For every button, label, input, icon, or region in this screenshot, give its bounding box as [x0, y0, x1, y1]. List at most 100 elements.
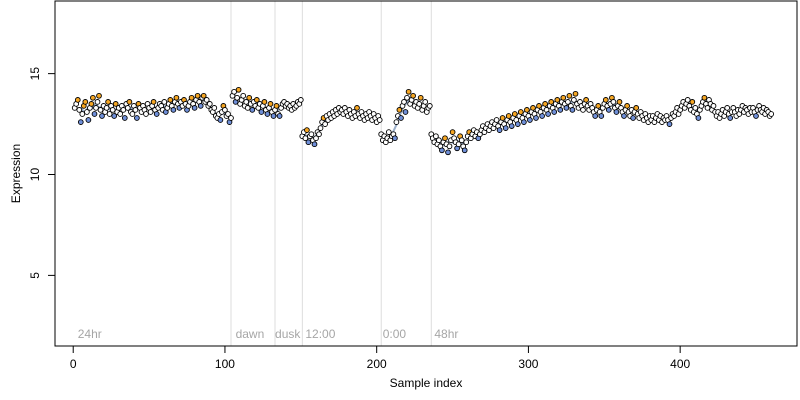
data-point — [580, 107, 586, 113]
data-point — [197, 103, 204, 109]
data-point — [273, 103, 280, 109]
data-point — [150, 99, 157, 105]
data-point — [147, 109, 154, 115]
data-point — [77, 119, 84, 125]
x-tick-label: 100 — [215, 357, 235, 371]
x-tick-label: 400 — [670, 357, 690, 371]
data-point — [316, 131, 322, 138]
data-point — [111, 113, 118, 119]
data-point — [527, 117, 533, 123]
data-point — [442, 135, 448, 142]
data-point — [376, 117, 383, 123]
data-point — [103, 105, 110, 111]
data-point — [173, 94, 180, 101]
data-point — [499, 115, 506, 121]
data-point — [167, 97, 174, 103]
x-tick-label: 0 — [70, 357, 77, 371]
data-points — [71, 86, 775, 156]
data-point — [222, 107, 228, 113]
data-point — [517, 109, 524, 115]
data-point — [203, 97, 210, 103]
data-point — [267, 101, 274, 107]
x-axis: 0 100 200 300 400 — [70, 345, 690, 371]
data-point — [235, 86, 242, 93]
data-point — [455, 141, 462, 148]
data-point — [598, 113, 605, 119]
data-point — [724, 105, 731, 111]
data-point — [426, 103, 433, 109]
data-point — [385, 129, 392, 135]
data-point — [514, 121, 521, 127]
annotation-label: dawn — [236, 327, 265, 341]
data-point — [666, 121, 673, 127]
data-point — [161, 99, 168, 105]
data-point — [548, 99, 555, 105]
data-point — [624, 103, 630, 109]
data-point — [557, 107, 564, 113]
data-point — [200, 92, 207, 99]
data-point — [117, 111, 124, 117]
data-point — [602, 97, 609, 103]
data-point — [554, 97, 561, 103]
data-point — [276, 113, 283, 119]
data-point — [433, 133, 439, 140]
data-point — [225, 111, 231, 117]
data-point — [354, 105, 360, 111]
y-axis-label: Expression — [9, 144, 23, 203]
data-point — [551, 109, 558, 115]
data-point — [583, 97, 589, 103]
data-point — [571, 97, 577, 103]
data-point — [243, 99, 250, 105]
data-point — [417, 94, 424, 101]
data-point — [90, 94, 96, 101]
data-point — [84, 109, 90, 115]
data-point — [521, 119, 527, 125]
annotation-label: 48hr — [434, 327, 458, 341]
x-tick-label: 200 — [367, 357, 387, 371]
data-point — [566, 92, 573, 99]
data-point — [508, 123, 515, 129]
data-point — [76, 107, 83, 113]
data-point — [496, 127, 503, 133]
data-point — [630, 115, 636, 121]
data-point — [228, 115, 234, 121]
x-axis-label: Sample index — [390, 376, 463, 390]
data-point — [753, 113, 759, 119]
data-point — [505, 113, 512, 119]
data-point — [211, 105, 218, 111]
data-point — [121, 115, 128, 121]
data-point — [258, 109, 265, 115]
data-point — [191, 105, 198, 111]
data-point — [458, 137, 465, 144]
data-point — [692, 105, 699, 111]
data-point — [134, 115, 140, 121]
data-point — [234, 94, 240, 101]
data-point — [565, 99, 571, 105]
data-point — [143, 111, 149, 117]
data-point — [249, 107, 256, 113]
data-point — [446, 143, 453, 150]
data-point — [99, 113, 105, 119]
data-point — [96, 92, 102, 99]
data-point — [392, 135, 398, 142]
data-point — [120, 107, 127, 113]
data-point — [502, 125, 509, 131]
data-point — [695, 115, 702, 121]
data-point — [704, 105, 711, 111]
data-point — [511, 111, 518, 117]
data-point — [493, 117, 500, 123]
data-point — [533, 115, 539, 121]
y-axis: 5 10 15 — [28, 67, 56, 279]
data-point — [449, 129, 456, 135]
data-point — [393, 119, 400, 125]
data-point — [595, 103, 602, 109]
x-tick-label: 300 — [518, 357, 538, 371]
data-point — [153, 111, 160, 117]
plot-frame — [54, 0, 798, 347]
data-point — [633, 105, 640, 111]
data-point — [97, 107, 104, 113]
data-point — [545, 111, 551, 117]
data-point — [302, 135, 309, 142]
data-point — [194, 92, 201, 99]
